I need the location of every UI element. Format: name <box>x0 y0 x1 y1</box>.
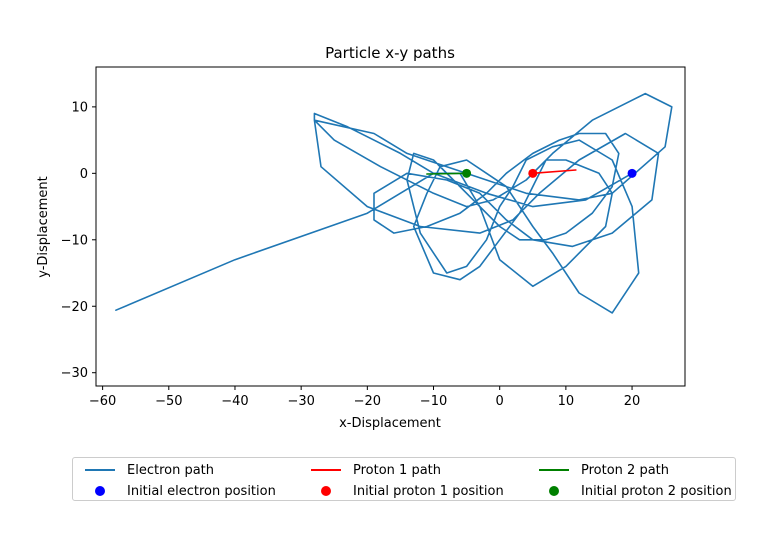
series-line-2 <box>531 169 577 175</box>
data-point-5 <box>528 168 538 178</box>
x-axis: −60 −50 −40 −30 −20 −10 0 10 20 <box>89 386 640 409</box>
legend-item-proton2-initial: Initial proton 2 position <box>539 482 732 500</box>
plot-area <box>95 66 686 387</box>
y-tick-label: −30 <box>61 366 88 381</box>
legend-swatch-proton1-path <box>311 463 341 477</box>
series-line-3 <box>426 172 468 175</box>
data-point-4 <box>627 168 637 178</box>
chart-title: Particle x-y paths <box>325 44 455 62</box>
y-axis: −30 −20 −10 0 10 <box>61 100 96 381</box>
legend-swatch-proton1-initial <box>311 484 341 498</box>
x-tick-label: −50 <box>155 394 182 409</box>
data-point-6 <box>462 168 472 178</box>
x-tick-label: −30 <box>287 394 314 409</box>
x-tick-label: −10 <box>420 394 447 409</box>
y-tick-label: −20 <box>61 300 88 315</box>
legend-swatch-electron-path <box>85 463 115 477</box>
x-tick-label: −60 <box>89 394 116 409</box>
legend-label-electron-path: Electron path <box>127 462 215 478</box>
legend-item-proton1-initial: Initial proton 1 position <box>311 482 504 500</box>
legend: Electron path Proton 1 path Proton 2 pat… <box>72 457 736 501</box>
x-axis-label: x-Displacement <box>339 416 441 431</box>
legend-label-proton2-path: Proton 2 path <box>581 462 670 478</box>
x-tick-label: 20 <box>624 394 641 409</box>
legend-swatch-proton2-path <box>539 463 569 477</box>
legend-swatch-proton2-initial <box>539 484 569 498</box>
legend-item-proton2-path: Proton 2 path <box>539 461 669 479</box>
legend-item-electron-path: Electron path <box>85 461 214 479</box>
x-tick-label: 0 <box>496 394 504 409</box>
legend-label-electron-initial: Initial electron position <box>127 483 276 499</box>
legend-label-proton1-initial: Initial proton 1 position <box>353 483 504 499</box>
x-tick-label: −20 <box>354 394 381 409</box>
legend-item-proton1-path: Proton 1 path <box>311 461 441 479</box>
y-axis-label: y-Displacement <box>36 176 51 278</box>
y-tick-label: −10 <box>61 233 88 248</box>
legend-label-proton2-initial: Initial proton 2 position <box>581 483 732 499</box>
y-tick-label: 10 <box>71 100 88 115</box>
x-tick-label: 10 <box>558 394 575 409</box>
legend-swatch-electron-initial <box>85 484 115 498</box>
legend-item-electron-initial: Initial electron position <box>85 482 276 500</box>
x-tick-label: −40 <box>221 394 248 409</box>
legend-label-proton1-path: Proton 1 path <box>353 462 442 478</box>
plot-frame <box>95 66 686 387</box>
series-line-1 <box>115 92 673 314</box>
y-tick-label: 0 <box>80 167 88 182</box>
